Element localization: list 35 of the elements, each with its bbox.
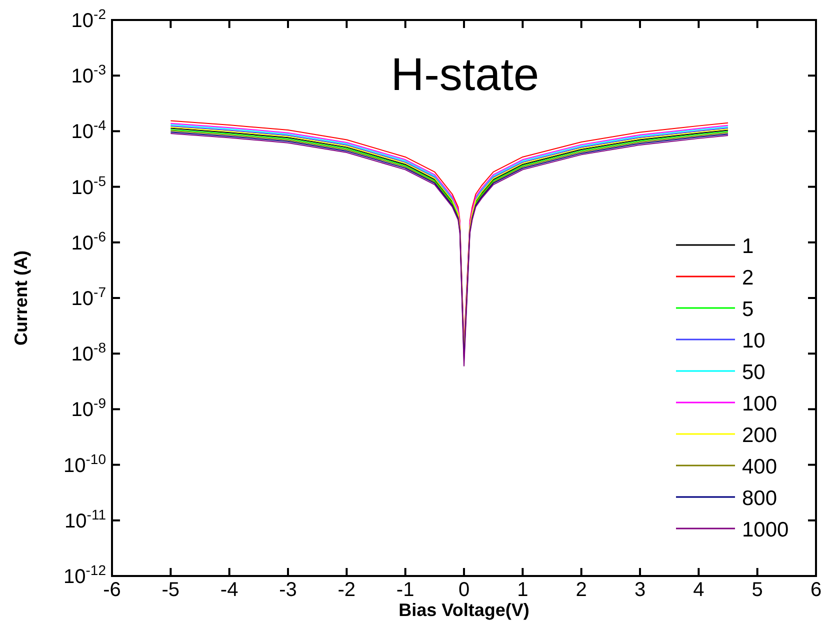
x-axis-title: Bias Voltage(V) xyxy=(398,600,530,620)
y-tick-label: 10$^{-8}$ xyxy=(71,340,106,366)
x-tick-label: 3 xyxy=(634,579,646,601)
x-tick-label: 2 xyxy=(576,579,587,601)
x-tick-label: -4 xyxy=(220,579,238,601)
y-tick-label: 10$^{-11}$ xyxy=(64,506,106,532)
y-tick-label: 10$^{-5}$ xyxy=(71,172,106,199)
y-tick-label: 10$^{-9}$ xyxy=(71,395,106,422)
x-tick-label: 5 xyxy=(752,579,763,601)
x-tick-label: -1 xyxy=(396,579,414,601)
x-tick-label: 4 xyxy=(693,579,704,601)
x-tick-label: -5 xyxy=(162,579,180,601)
legend-label: 200 xyxy=(742,424,778,447)
x-tick-label: -2 xyxy=(338,579,356,601)
x-tick-label: 0 xyxy=(458,579,470,601)
y-tick-label: 10$^{-10}$ xyxy=(64,450,106,477)
y-axis-title: Current (A) xyxy=(11,250,31,346)
legend-label: 10 xyxy=(742,330,766,352)
y-tick-label: 10$^{-7}$ xyxy=(71,284,106,310)
legend-label: 50 xyxy=(742,361,766,384)
legend-label: 1000 xyxy=(742,518,789,542)
legend-label: 100 xyxy=(742,392,778,416)
text: H-state xyxy=(390,48,540,100)
legend-label: 800 xyxy=(742,487,778,510)
y-tick-label: 10$^{-6}$ xyxy=(71,228,106,254)
legend-label: 5 xyxy=(742,298,754,321)
legend-label: 2 xyxy=(742,266,754,290)
x-tick-label: 6 xyxy=(810,579,822,601)
y-tick-label: 10$^{-2}$ xyxy=(71,6,106,32)
y-tick-label: 10$^{-4}$ xyxy=(71,117,106,144)
x-tick-label: 1 xyxy=(517,579,528,601)
legend-label: 400 xyxy=(742,456,778,478)
x-tick-label: -3 xyxy=(279,579,297,601)
legend-label: 1 xyxy=(742,235,754,258)
y-tick-label: 10$^{-3}$ xyxy=(71,62,106,88)
